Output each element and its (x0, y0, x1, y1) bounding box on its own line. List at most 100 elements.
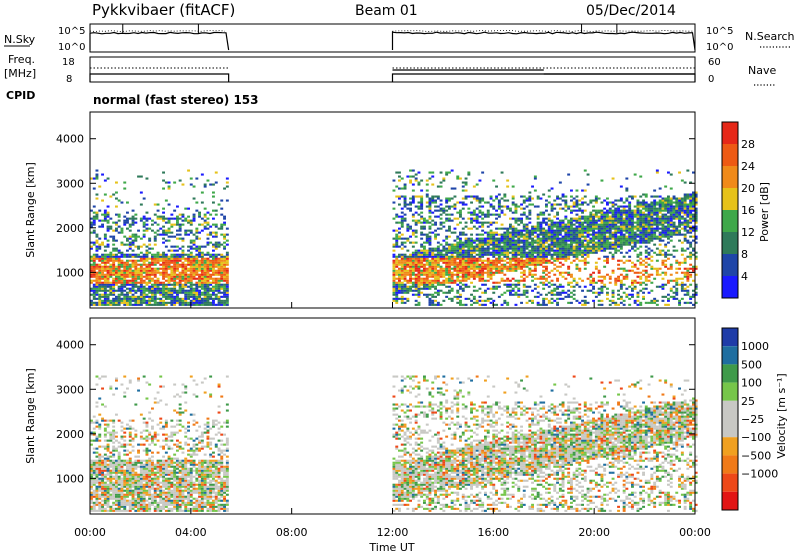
power-cell (517, 245, 521, 248)
power-cell (106, 289, 110, 292)
power-cell (128, 295, 132, 298)
power-cell (686, 271, 690, 274)
power-cell (481, 249, 485, 252)
power-cell (683, 287, 687, 290)
power-cell (181, 251, 185, 254)
power-cell (411, 195, 415, 198)
power-cell (581, 251, 584, 254)
power-cell (628, 207, 632, 210)
power-cell (631, 233, 634, 236)
power-cell (522, 263, 526, 266)
power-cell (525, 237, 529, 240)
power-cell (414, 277, 418, 280)
power-cell (567, 247, 571, 250)
power-cell (145, 267, 149, 270)
power-cell (545, 249, 548, 252)
power-cell (398, 283, 401, 286)
power-cell (558, 239, 562, 242)
power-cell (642, 201, 645, 204)
power-cell (561, 291, 565, 294)
power-cell (644, 219, 648, 222)
power-cell (209, 297, 213, 300)
power-cell (423, 225, 426, 228)
power-cell (472, 257, 476, 260)
power-cell (159, 267, 163, 270)
power-cell (423, 247, 426, 250)
power-cell (592, 213, 595, 216)
power-cell (500, 267, 504, 270)
power-cell (103, 267, 107, 270)
power-cell (431, 271, 435, 274)
power-cell (428, 299, 432, 302)
power-cell (581, 211, 584, 214)
power-cell (581, 259, 584, 262)
power-cell (98, 259, 102, 262)
power-cell (661, 209, 665, 212)
power-cell (647, 233, 651, 236)
power-cell (403, 291, 407, 294)
power-cell (456, 283, 460, 286)
power-cell (619, 301, 623, 304)
power-cell (209, 241, 213, 244)
power-cell (431, 265, 435, 268)
power-cell (533, 241, 537, 244)
power-cell (206, 253, 210, 256)
power-cell (675, 203, 679, 206)
power-cell (184, 267, 188, 270)
power-cell (467, 241, 471, 244)
power-cell (531, 279, 534, 282)
power-cell (425, 287, 429, 290)
power-cell (586, 215, 590, 218)
power-cell (575, 231, 579, 234)
power-cell (686, 293, 690, 296)
power-cell (145, 253, 149, 256)
power-cell (126, 211, 129, 214)
power-cell (603, 229, 607, 232)
power-cell (592, 287, 595, 290)
power-cell (115, 303, 118, 306)
power-cell (220, 257, 224, 260)
power-cell (139, 219, 143, 222)
power-cell (470, 253, 473, 256)
power-cell (561, 271, 565, 274)
power-cell (511, 257, 515, 260)
power-cell (542, 287, 546, 290)
power-cell (484, 221, 487, 224)
power-cell (139, 245, 143, 248)
power-cell (442, 179, 446, 182)
power-cell (417, 287, 421, 290)
power-cell (669, 201, 673, 204)
power-cell (592, 215, 595, 218)
power-cell (594, 247, 598, 250)
power-cell (428, 275, 432, 278)
power-cell (600, 235, 604, 238)
power-cell (667, 225, 670, 228)
power-cell (156, 289, 160, 292)
power-cell (664, 251, 668, 254)
power-cell (611, 247, 615, 250)
power-cell (669, 279, 673, 282)
power-cell (411, 267, 415, 270)
power-cell (678, 201, 681, 204)
power-cell (611, 301, 615, 304)
power-cell (436, 185, 440, 188)
power-cell (622, 261, 626, 264)
power-cell (178, 217, 182, 220)
power-cell (425, 275, 429, 278)
power-cell (528, 263, 532, 266)
power-cell (434, 257, 437, 260)
power-cell (414, 179, 418, 182)
power-cell (173, 223, 177, 226)
power-cell (639, 303, 643, 306)
power-cell (187, 249, 190, 252)
power-cell (553, 229, 557, 232)
power-cell (220, 233, 224, 236)
power-cell (561, 193, 565, 196)
power-cell (176, 289, 179, 292)
power-cell (570, 219, 573, 222)
power-cell (589, 219, 593, 222)
power-cell (395, 245, 399, 248)
power-cell (572, 245, 576, 248)
power-cell (203, 287, 207, 290)
power-cell (464, 181, 468, 184)
